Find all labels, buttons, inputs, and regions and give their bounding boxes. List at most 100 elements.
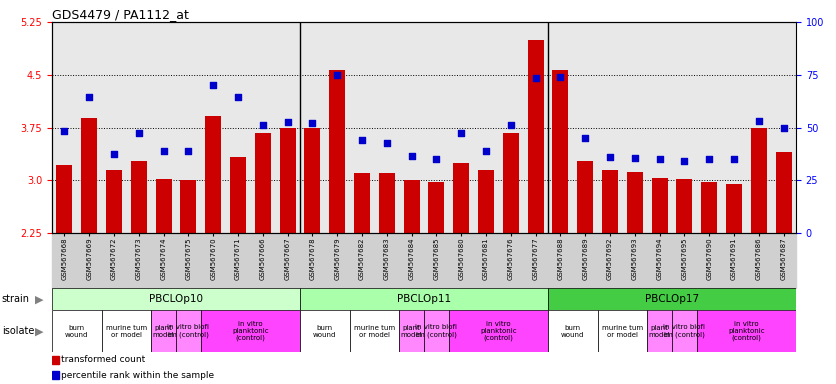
Bar bbox=[453, 163, 469, 233]
Bar bbox=[647, 310, 672, 352]
Point bbox=[529, 75, 543, 81]
Text: murine tum
or model: murine tum or model bbox=[106, 324, 147, 338]
Bar bbox=[424, 310, 449, 352]
Text: PBCLOp11: PBCLOp11 bbox=[397, 294, 451, 304]
Bar bbox=[52, 371, 59, 379]
Point bbox=[132, 129, 145, 136]
Text: percentile rank within the sample: percentile rank within the sample bbox=[61, 371, 215, 380]
Text: plant
model: plant model bbox=[400, 324, 422, 338]
Point bbox=[628, 155, 641, 161]
Bar bbox=[449, 310, 548, 352]
Point bbox=[181, 148, 195, 154]
Point bbox=[553, 74, 567, 80]
Bar bbox=[300, 288, 548, 310]
Point bbox=[380, 140, 394, 146]
Text: burn
wound: burn wound bbox=[314, 324, 336, 338]
Point bbox=[430, 156, 443, 162]
Bar bbox=[300, 310, 349, 352]
Bar bbox=[181, 180, 196, 233]
Bar bbox=[528, 40, 543, 233]
Point bbox=[504, 122, 517, 129]
Bar bbox=[598, 310, 647, 352]
Bar bbox=[151, 310, 176, 352]
Point bbox=[604, 154, 617, 160]
Bar bbox=[255, 132, 271, 233]
Point bbox=[306, 119, 319, 126]
Text: plant
model: plant model bbox=[153, 324, 175, 338]
Bar bbox=[354, 173, 370, 233]
Bar bbox=[502, 132, 519, 233]
Bar bbox=[428, 182, 445, 233]
Point bbox=[107, 151, 120, 157]
Bar bbox=[404, 180, 420, 233]
Text: murine tum
or model: murine tum or model bbox=[354, 324, 395, 338]
Bar bbox=[602, 170, 618, 233]
Text: in vitro biofi
lm (control): in vitro biofi lm (control) bbox=[664, 324, 706, 338]
Text: ▶: ▶ bbox=[35, 326, 43, 336]
Bar bbox=[548, 288, 796, 310]
Bar bbox=[478, 170, 494, 233]
Bar bbox=[548, 310, 598, 352]
Bar bbox=[676, 179, 692, 233]
Bar bbox=[102, 310, 151, 352]
Bar bbox=[201, 310, 300, 352]
Bar bbox=[52, 356, 59, 364]
Point bbox=[58, 128, 71, 134]
Bar bbox=[56, 165, 73, 233]
Point bbox=[355, 136, 369, 142]
Point bbox=[727, 156, 741, 162]
Text: plant
model: plant model bbox=[649, 324, 670, 338]
Text: in vitro
planktonic
(control): in vitro planktonic (control) bbox=[728, 321, 765, 341]
Bar bbox=[696, 310, 796, 352]
Bar bbox=[553, 70, 568, 233]
Bar bbox=[672, 310, 696, 352]
Text: isolate: isolate bbox=[2, 326, 34, 336]
Point bbox=[83, 94, 96, 100]
Point bbox=[752, 118, 766, 124]
Point bbox=[330, 72, 344, 78]
Text: burn
wound: burn wound bbox=[561, 324, 584, 338]
Point bbox=[281, 119, 294, 125]
Text: ▶: ▶ bbox=[35, 294, 43, 304]
Point bbox=[405, 153, 418, 159]
Bar bbox=[329, 70, 345, 233]
Bar bbox=[205, 116, 222, 233]
Bar bbox=[577, 161, 594, 233]
Text: in vitro biofi
lm (control): in vitro biofi lm (control) bbox=[167, 324, 209, 338]
Point bbox=[232, 94, 245, 100]
Bar bbox=[349, 310, 400, 352]
Bar bbox=[400, 310, 424, 352]
Bar bbox=[379, 173, 395, 233]
Text: murine tum
or model: murine tum or model bbox=[602, 324, 643, 338]
Bar bbox=[81, 118, 97, 233]
Bar bbox=[751, 127, 767, 233]
Bar bbox=[106, 170, 122, 233]
Bar bbox=[776, 152, 792, 233]
Point bbox=[678, 158, 691, 164]
Bar bbox=[176, 310, 201, 352]
Text: PBCLOp10: PBCLOp10 bbox=[149, 294, 203, 304]
Point bbox=[579, 135, 592, 141]
Point bbox=[157, 148, 171, 154]
Point bbox=[777, 124, 790, 131]
Text: in vitro
planktonic
(control): in vitro planktonic (control) bbox=[232, 321, 268, 341]
Point bbox=[206, 82, 220, 88]
Text: GDS4479 / PA1112_at: GDS4479 / PA1112_at bbox=[52, 8, 189, 21]
Bar bbox=[155, 179, 171, 233]
Point bbox=[479, 148, 492, 154]
Point bbox=[256, 122, 269, 129]
Bar bbox=[52, 288, 300, 310]
Point bbox=[702, 156, 716, 162]
Bar bbox=[627, 172, 643, 233]
Bar bbox=[52, 310, 102, 352]
Bar bbox=[230, 157, 246, 233]
Bar bbox=[726, 184, 742, 233]
Text: burn
wound: burn wound bbox=[65, 324, 89, 338]
Point bbox=[653, 156, 666, 162]
Bar bbox=[304, 127, 320, 233]
Point bbox=[455, 129, 468, 136]
Text: strain: strain bbox=[2, 294, 29, 304]
Text: in vitro biofi
lm (control): in vitro biofi lm (control) bbox=[415, 324, 457, 338]
Text: in vitro
planktonic
(control): in vitro planktonic (control) bbox=[480, 321, 517, 341]
Text: PBCLOp17: PBCLOp17 bbox=[645, 294, 699, 304]
